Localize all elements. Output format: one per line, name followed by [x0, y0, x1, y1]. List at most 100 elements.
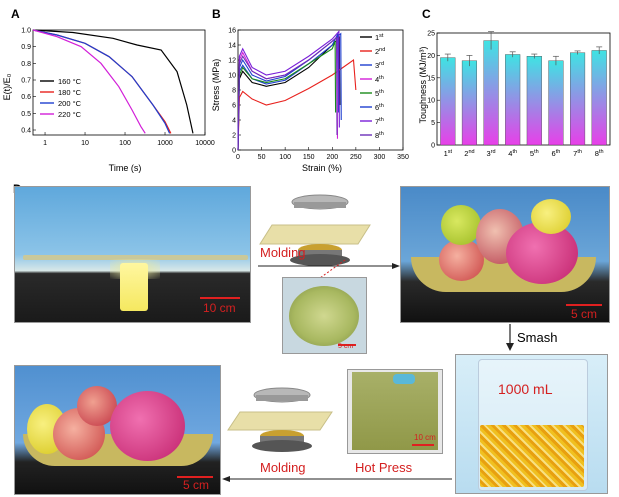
chart-b-xtick-label-2: 100 — [279, 154, 291, 161]
chart-a-series-0 — [32, 29, 194, 134]
arrow-bottom-left — [222, 476, 452, 482]
chart-b-xtick-label-1: 50 — [258, 154, 266, 161]
bowl-top-view — [289, 286, 359, 346]
chart-b-series-4 — [237, 41, 337, 151]
mold-bottom-base — [290, 254, 350, 266]
chart-b-ytick-label-3: 6 — [232, 103, 236, 110]
label-beaker-volume: 1000 mL — [498, 381, 553, 397]
chart-a-ytick-label-0: 0.4 — [21, 128, 31, 135]
chart-b-ytick-label-6: 12 — [228, 58, 236, 65]
chart-a-ytick-label-5: 0.9 — [21, 44, 31, 51]
chart-b: Stress (MPa) Strain (%) 0 50 100 150 200 250 3… — [211, 28, 409, 174]
chart-a-xtick-label-2: 100 — [119, 140, 131, 147]
scale-label-inset: 5 cm — [338, 343, 354, 350]
label-molding-top: Molding — [260, 245, 306, 260]
chart-c-bar-6 — [570, 52, 586, 146]
chart-a-ytick-label-3: 0.7 — [21, 78, 31, 85]
chart-a-ylabel: E(t)/E₀ — [2, 73, 12, 100]
chart-b-legend-label-1: 2nd — [375, 47, 385, 56]
chart-b-xtick-label-7: 350 — [397, 154, 409, 161]
scale-bar-inset — [338, 344, 356, 346]
molding-diagram-bottom — [227, 387, 333, 452]
pressed-sheet — [352, 372, 438, 450]
chart-c-ytick-label-0: 0 — [431, 143, 435, 150]
chart-b-ytick-label-4: 8 — [232, 88, 236, 95]
chart-b-series-7 — [237, 36, 338, 151]
chart-b-series-1 — [237, 58, 357, 151]
chart-c-bar-0 — [440, 57, 456, 146]
chart-b-ytick-label-1: 2 — [232, 133, 236, 140]
chart-b-xtick-label-4: 200 — [326, 154, 338, 161]
chart-a-legend-label-0: 160 °C — [58, 77, 82, 86]
photo-beaker: 1000 mL — [455, 354, 608, 494]
scale-bar-10cm — [200, 297, 240, 299]
photo-fruit-bowl-top: 5 cm — [400, 186, 610, 323]
scale-bar-5cm-bottom — [177, 476, 213, 478]
chart-c-xtick-label-2: 3rd — [487, 149, 496, 158]
chart-b-legend-label-6: 7th — [375, 117, 384, 126]
chart-b-legend-label-4: 5th — [375, 89, 384, 98]
chart-a-xlabel: Time (s) — [109, 163, 142, 173]
film-sheet — [23, 255, 248, 260]
scale-label-10cm: 10 cm — [203, 301, 236, 315]
chart-a-ytick-label-4: 0.8 — [21, 61, 31, 68]
chart-c-frame — [436, 32, 611, 146]
chart-a-xtick-label-0: 1 — [43, 140, 47, 147]
photo-hot-pressed-sheet: 10 cm — [347, 369, 443, 454]
chart-b-legend-label-7: 8th — [375, 131, 384, 140]
chart-b-ylabel: Stress (MPa) — [211, 59, 221, 112]
chart-b-ytick-label-7: 14 — [228, 43, 236, 50]
chart-c-ytick-label-1: 5 — [431, 120, 435, 127]
chart-c-xtick-label-3: 4th — [508, 149, 517, 158]
scale-bar-10cm-small — [412, 444, 434, 446]
yellow-bottle — [120, 263, 148, 311]
chart-c-xtick-label-4: 5th — [530, 149, 539, 158]
dragon-fruit-bottom — [110, 391, 185, 461]
chart-a-ytick-label-1: 0.5 — [21, 111, 31, 118]
chart-a-legend-label-1: 180 °C — [58, 88, 82, 97]
lemon-yellow — [531, 199, 571, 234]
chart-c-xtick-label-1: 2nd — [464, 149, 474, 158]
chart-b-series-0 — [237, 36, 341, 151]
smashed-granules — [480, 425, 584, 487]
panel-label-c: C — [422, 7, 431, 21]
scale-bar-5cm-top — [566, 304, 602, 306]
chart-b-ytick-label-0: 0 — [232, 148, 236, 155]
chart-c-bar-3 — [505, 54, 521, 146]
panel-label-a: A — [11, 7, 20, 21]
chart-a-legend-label-2: 200 °C — [58, 99, 82, 108]
chart-b-series-2 — [237, 33, 339, 151]
chart-a-legend-label-3: 220 °C — [58, 110, 82, 119]
chart-c-bar-7 — [591, 50, 607, 146]
chart-b-legend-label-3: 4th — [375, 75, 384, 84]
photo-sheet-on-bottle: 10 cm — [14, 186, 251, 323]
scale-label-5cm-top: 5 cm — [571, 307, 598, 321]
scale-label-5cm-bottom: 5 cm — [183, 478, 210, 492]
chart-b-ytick-label-8: 16 — [228, 28, 236, 35]
chart-a-xtick-label-3: 1000 — [157, 140, 173, 147]
chart-b-xtick-label-3: 150 — [303, 154, 315, 161]
chart-a-xtick-label-1: 10 — [81, 140, 89, 147]
chart-c-ylabel: Toughness (MJ/m³) — [418, 46, 428, 123]
chart-c-ytick-label-4: 20 — [427, 53, 435, 60]
chart-b-legend-label-2: 3rd — [375, 61, 384, 70]
sheet-diagram — [259, 224, 371, 245]
chart-c-ytick-label-2: 10 — [427, 98, 435, 105]
chart-b-xtick-label-5: 250 — [350, 154, 362, 161]
chart-c-ytick-label-5: 25 — [427, 31, 435, 38]
chart-c: Toughness (MJ/m³) 0 5 10 15 20 25 1st 2nd 3rd 4t… — [418, 31, 611, 158]
chart-b-legend-label-0: 1st — [375, 33, 384, 42]
chart-b-xlabel: Strain (%) — [302, 163, 342, 173]
label-molding-bottom: Molding — [260, 460, 306, 475]
glove-hand — [393, 374, 415, 384]
photo-inset-bowl: 5 cm — [282, 277, 367, 354]
chart-a-xtick-label-4: 10000 — [195, 140, 215, 147]
chart-c-xtick-label-7: 8th — [595, 149, 604, 158]
chart-a-series-2 — [32, 29, 171, 134]
chart-a: E(t)/E₀ Time (s) 1 10 100 1000 10000 0.4 0.5 0.… — [2, 28, 215, 174]
chart-c-xtick-label-5: 6th — [552, 149, 561, 158]
chart-b-xtick-label-0: 0 — [236, 154, 240, 161]
chart-c-bar-2 — [483, 40, 499, 146]
chart-c-bar-1 — [461, 60, 477, 146]
